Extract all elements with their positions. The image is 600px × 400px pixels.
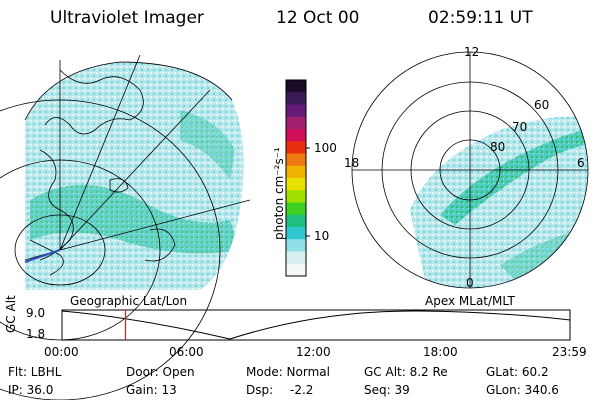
ip-info: IP: 36.0 <box>8 383 54 397</box>
timeline-plot <box>61 309 571 341</box>
mlt-label-0: 0 <box>466 276 474 290</box>
geographic-caption: Geographic Lat/Lon <box>70 294 188 308</box>
timeline-ylabel: GC Alt <box>4 295 18 333</box>
colorbar-swatch <box>286 202 306 216</box>
seq-info: Seq: 39 <box>364 383 410 397</box>
gain-info: Gain: 13 <box>126 383 177 397</box>
colorbar-swatch <box>286 153 306 167</box>
instrument-title: Ultraviolet Imager <box>50 8 204 28</box>
glat-info: GLat: 60.2 <box>486 365 549 379</box>
colorbar-swatch <box>286 251 306 265</box>
colorbar <box>285 79 310 277</box>
gc-alt-info: GC Alt: 8.2 Re <box>364 365 448 379</box>
colorbar-swatch <box>286 129 306 142</box>
colorbar-swatch <box>286 165 306 179</box>
colorbar-swatch <box>286 178 306 191</box>
apex-polar-map <box>351 51 589 289</box>
mlt-label-12: 12 <box>464 45 480 59</box>
date-label: 12 Oct 00 <box>276 8 360 28</box>
colorbar-border <box>285 79 307 277</box>
timeline-xtick: 00:00 <box>44 345 79 359</box>
terminator-line <box>24 249 61 263</box>
lat-label-80: 80 <box>490 140 506 154</box>
colorbar-tick-10: 10 <box>314 229 330 243</box>
colorbar-swatch <box>286 116 306 130</box>
mlt-label-18: 18 <box>344 156 360 170</box>
colorbar-tick-100: 100 <box>314 141 337 155</box>
glon-info: GLon: 340.6 <box>486 383 559 397</box>
mode-info: Mode: Normal <box>246 365 330 379</box>
colorbar-swatch <box>286 239 306 252</box>
mlt-label-6: 6 <box>577 156 585 170</box>
colorbar-swatch <box>286 104 306 118</box>
lat-label-60: 60 <box>534 98 550 112</box>
filter-info: Flt: LBHL <box>8 365 62 379</box>
lat-label-70: 70 <box>512 120 528 134</box>
colorbar-swatch <box>286 80 306 93</box>
colorbar-swatch <box>286 92 306 105</box>
apex-caption: Apex MLat/MLT <box>425 294 515 308</box>
timeline-xtick: 12:00 <box>296 345 331 359</box>
geographic-map <box>0 54 251 400</box>
dsp-label: Dsp: <box>246 383 274 397</box>
time-label: 02:59:11 UT <box>428 8 533 28</box>
timeline-ytick-max: 9.0 <box>26 306 46 320</box>
timeline-xtick: 18:00 <box>423 345 458 359</box>
colorbar-swatch <box>286 263 306 277</box>
colorbar-swatch <box>286 190 306 203</box>
colorbar-swatch <box>286 214 306 228</box>
door-info: Door: Open <box>126 365 195 379</box>
timeline-ytick-min: 1.8 <box>26 327 46 341</box>
timeline-xtick: 06:00 <box>169 345 204 359</box>
timeline-xtick: 23:59 <box>552 345 587 359</box>
dsp-value: -2.2 <box>290 383 314 397</box>
colorbar-swatch <box>286 141 306 154</box>
colorbar-swatch <box>286 227 306 240</box>
colorbar-unit-label: photon cm⁻²s⁻¹ <box>272 147 286 240</box>
